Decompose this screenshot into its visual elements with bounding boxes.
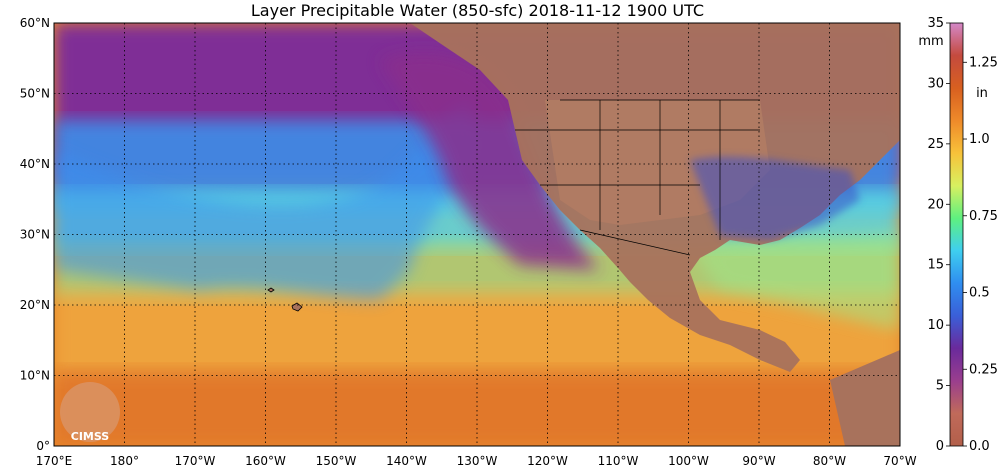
longitude-label: 80°W: [813, 454, 846, 468]
colorbar-mm-label: 15: [927, 258, 944, 273]
colorbar-mm-label: 5: [936, 379, 944, 394]
cimss-logo: CIMSS: [60, 382, 120, 443]
longitude-label: 130°W: [457, 454, 498, 468]
latitude-label: 20°N: [20, 298, 50, 312]
colorbar-mm-label: 20: [927, 197, 944, 212]
gridlines: [54, 23, 900, 446]
longitude-label: 140°W: [386, 454, 427, 468]
longitude-axis: 170°E 180° 170°W 160°W 150°W 140°W 130°W 120°W 1…: [36, 454, 917, 468]
colorbar-in-unit: in: [976, 86, 988, 101]
latitude-axis: 60°N 50°N 40°N 30°N 20°N 10°N 0°: [20, 16, 50, 453]
longitude-label: 110°W: [598, 454, 639, 468]
latitude-label: 0°: [36, 439, 50, 453]
longitude-label: 170°E: [36, 454, 73, 468]
map-panel: CIMSS: [54, 23, 900, 446]
colorbar-mm-label: 35: [927, 16, 944, 31]
colorbar-in-label: 1.0: [969, 132, 990, 147]
colorbar-in-label: 0.75: [969, 209, 998, 224]
tropical-moisture-band: [54, 370, 900, 446]
colorbar-mm-unit: mm: [918, 34, 943, 49]
longitude-label: 150°W: [316, 454, 357, 468]
colorbar-in-label: 0.25: [969, 362, 998, 377]
colorbar-mm-label: 10: [927, 318, 944, 333]
political-borders: [515, 99, 760, 256]
longitude-label: 100°W: [668, 454, 709, 468]
latitude-label: 60°N: [20, 16, 50, 30]
longitude-label: 170°W: [175, 454, 216, 468]
colorbar-mm-label: 25: [927, 137, 944, 152]
eastern-us-moisture: [690, 156, 860, 240]
cimss-logo-text: CIMSS: [71, 430, 110, 443]
colorbar-in-label: 0.0: [969, 439, 990, 454]
dry-air-pocket: [380, 52, 600, 270]
colorbar-in-label: 0.5: [969, 286, 990, 301]
colorbar-in-label: 1.25: [969, 55, 998, 70]
map-frame: [53, 22, 901, 447]
colorbar-ramp: [949, 22, 964, 447]
colorbar-mm-label: 30: [927, 76, 944, 91]
chart-title: Layer Precipitable Water (850-sfc) 2018-…: [250, 1, 705, 20]
colorbar-mm-ticks: 35 30 25 20 15 10 5 0: [927, 16, 950, 454]
latitude-label: 50°N: [20, 87, 50, 101]
longitude-label: 180°: [110, 454, 139, 468]
longitude-label: 160°W: [245, 454, 286, 468]
latitude-label: 30°N: [20, 228, 50, 242]
longitude-label: 120°W: [527, 454, 568, 468]
longitude-label: 70°W: [883, 454, 916, 468]
latitude-label: 40°N: [20, 157, 50, 171]
colorbar-in-ticks: 1.25 1.0 0.75 0.5 0.25 0.0: [963, 55, 998, 454]
latitude-label: 10°N: [20, 369, 50, 383]
longitude-label: 90°W: [742, 454, 775, 468]
colorbar-mm-label: 0: [936, 439, 944, 454]
south-america-land: [830, 350, 900, 446]
moisture-plume: [54, 100, 480, 300]
